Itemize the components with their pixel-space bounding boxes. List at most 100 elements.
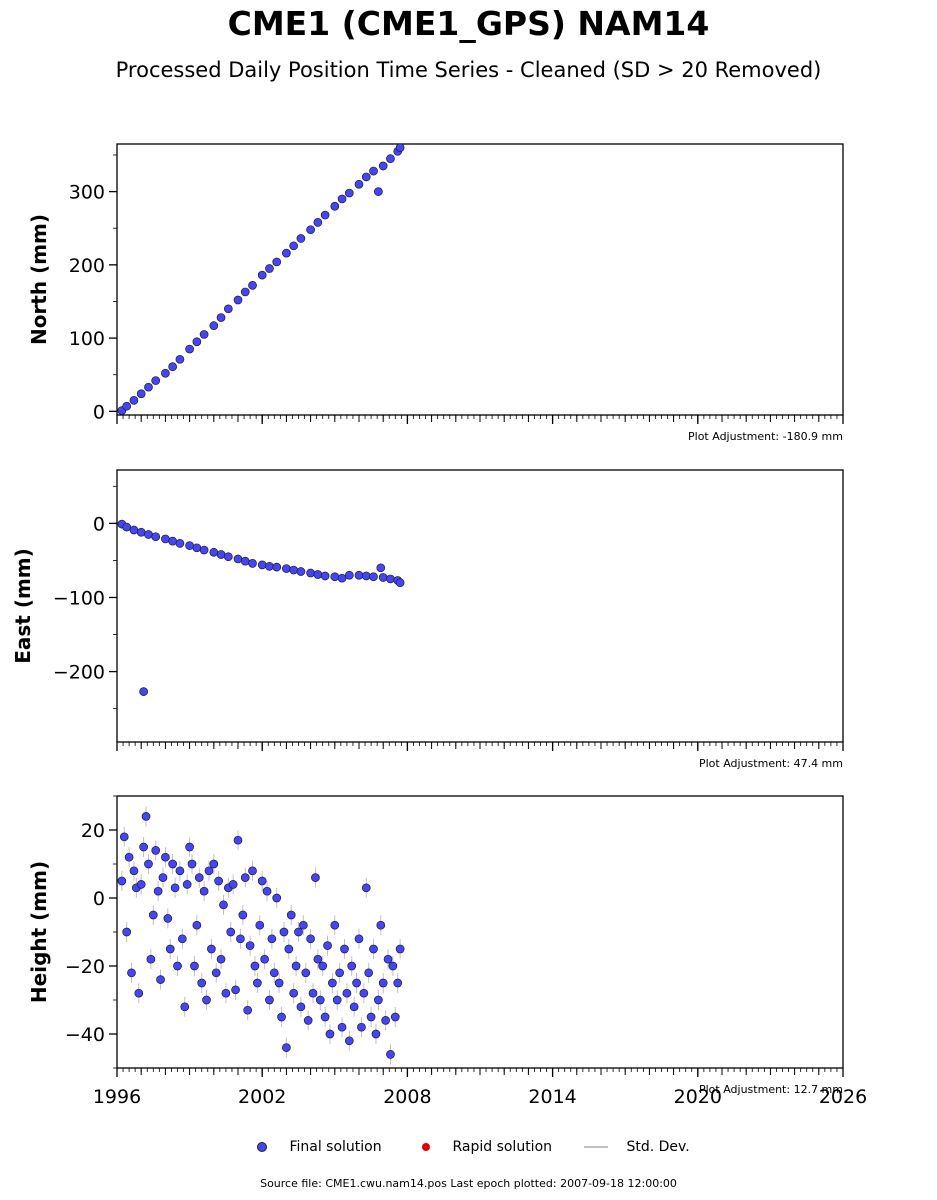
data-point <box>192 337 202 347</box>
data-point <box>243 1005 253 1015</box>
data-point <box>175 539 185 548</box>
data-point <box>303 1016 313 1025</box>
data-point <box>192 920 202 930</box>
legend-rapid: Rapid solution <box>422 1137 552 1157</box>
legend-std-label: Std. Dev. <box>626 1139 690 1155</box>
data-point <box>279 927 289 937</box>
data-point <box>390 1012 400 1022</box>
data-point <box>354 570 364 580</box>
data-point <box>202 995 211 1005</box>
data-point <box>165 944 175 954</box>
data-point <box>250 961 260 971</box>
data-point <box>248 866 257 876</box>
y-tick-label: 0 <box>93 888 105 910</box>
data-point <box>231 985 240 995</box>
data-point <box>332 995 342 1005</box>
y-tick-label: −100 <box>53 587 105 609</box>
data-point <box>168 362 178 372</box>
data-point <box>214 876 223 886</box>
data-point <box>383 954 393 964</box>
data-point <box>168 859 178 869</box>
data-point <box>129 396 139 405</box>
data-point <box>388 961 398 971</box>
data-point <box>170 883 180 893</box>
data-point <box>352 978 361 988</box>
legend: Final solution Rapid solution Std. Dev. <box>0 1137 937 1159</box>
data-point <box>141 812 151 821</box>
data-point <box>357 1022 366 1032</box>
data-point <box>289 565 299 575</box>
data-point <box>378 161 388 171</box>
data-point <box>272 893 282 903</box>
data-point <box>209 859 219 869</box>
y-axis-label: East (mm) <box>11 548 35 664</box>
y-tick-label: 0 <box>93 401 105 423</box>
data-point <box>177 934 187 944</box>
data-point <box>354 179 364 189</box>
data-point <box>306 934 315 944</box>
data-point <box>311 873 320 882</box>
plot-adjustment: Plot Adjustment: 12.7 mm <box>699 1083 843 1096</box>
data-point <box>139 842 148 852</box>
data-point <box>330 572 340 582</box>
data-point <box>216 313 226 322</box>
data-point <box>354 934 364 944</box>
data-point <box>148 910 158 920</box>
data-point <box>265 995 274 1005</box>
data-point <box>207 944 216 954</box>
data-point <box>161 852 170 862</box>
data-point <box>277 1012 286 1022</box>
data-point <box>180 1002 190 1012</box>
data-point <box>236 934 245 944</box>
data-point <box>127 968 136 978</box>
data-point <box>374 995 383 1005</box>
data-point <box>337 573 347 583</box>
data-point <box>221 988 231 998</box>
data-point <box>151 846 161 855</box>
data-point <box>347 961 357 971</box>
data-point <box>282 564 291 573</box>
data-point <box>192 543 202 553</box>
data-point <box>315 995 325 1005</box>
data-point <box>291 961 301 971</box>
data-point <box>255 920 265 930</box>
legend-std-marker <box>584 1146 608 1148</box>
data-point <box>117 876 127 886</box>
data-point <box>376 920 386 930</box>
data-point <box>144 382 153 392</box>
data-point <box>306 225 315 235</box>
data-point <box>209 547 219 557</box>
data-point <box>364 968 374 978</box>
data-point <box>119 832 129 842</box>
y-tick-label: −40 <box>65 1024 105 1046</box>
data-point <box>393 978 403 988</box>
legend-final-label: Final solution <box>289 1139 382 1155</box>
data-point <box>265 561 274 571</box>
data-point <box>323 941 332 950</box>
data-point <box>313 570 323 579</box>
data-point <box>342 988 352 998</box>
data-point <box>289 241 299 251</box>
x-tick-label: 2008 <box>383 1086 431 1108</box>
data-point <box>337 194 347 204</box>
y-tick-label: −20 <box>65 956 105 978</box>
data-point <box>185 344 194 354</box>
data-point <box>335 968 344 978</box>
data-point <box>286 910 296 920</box>
data-point <box>173 961 182 971</box>
data-point <box>240 287 250 297</box>
data-point <box>245 941 255 950</box>
data-point <box>344 188 354 198</box>
data-point <box>378 573 388 582</box>
data-point <box>197 978 207 988</box>
data-point <box>369 166 378 176</box>
data-point <box>151 532 161 542</box>
data-point <box>248 559 257 568</box>
data-point <box>136 527 146 537</box>
data-point <box>156 975 165 984</box>
data-point <box>122 927 132 937</box>
x-tick-label: 2002 <box>238 1086 286 1108</box>
chart-title: CME1 (CME1_GPS) NAM14 <box>227 4 710 43</box>
data-point <box>378 978 388 988</box>
data-point <box>211 968 221 978</box>
